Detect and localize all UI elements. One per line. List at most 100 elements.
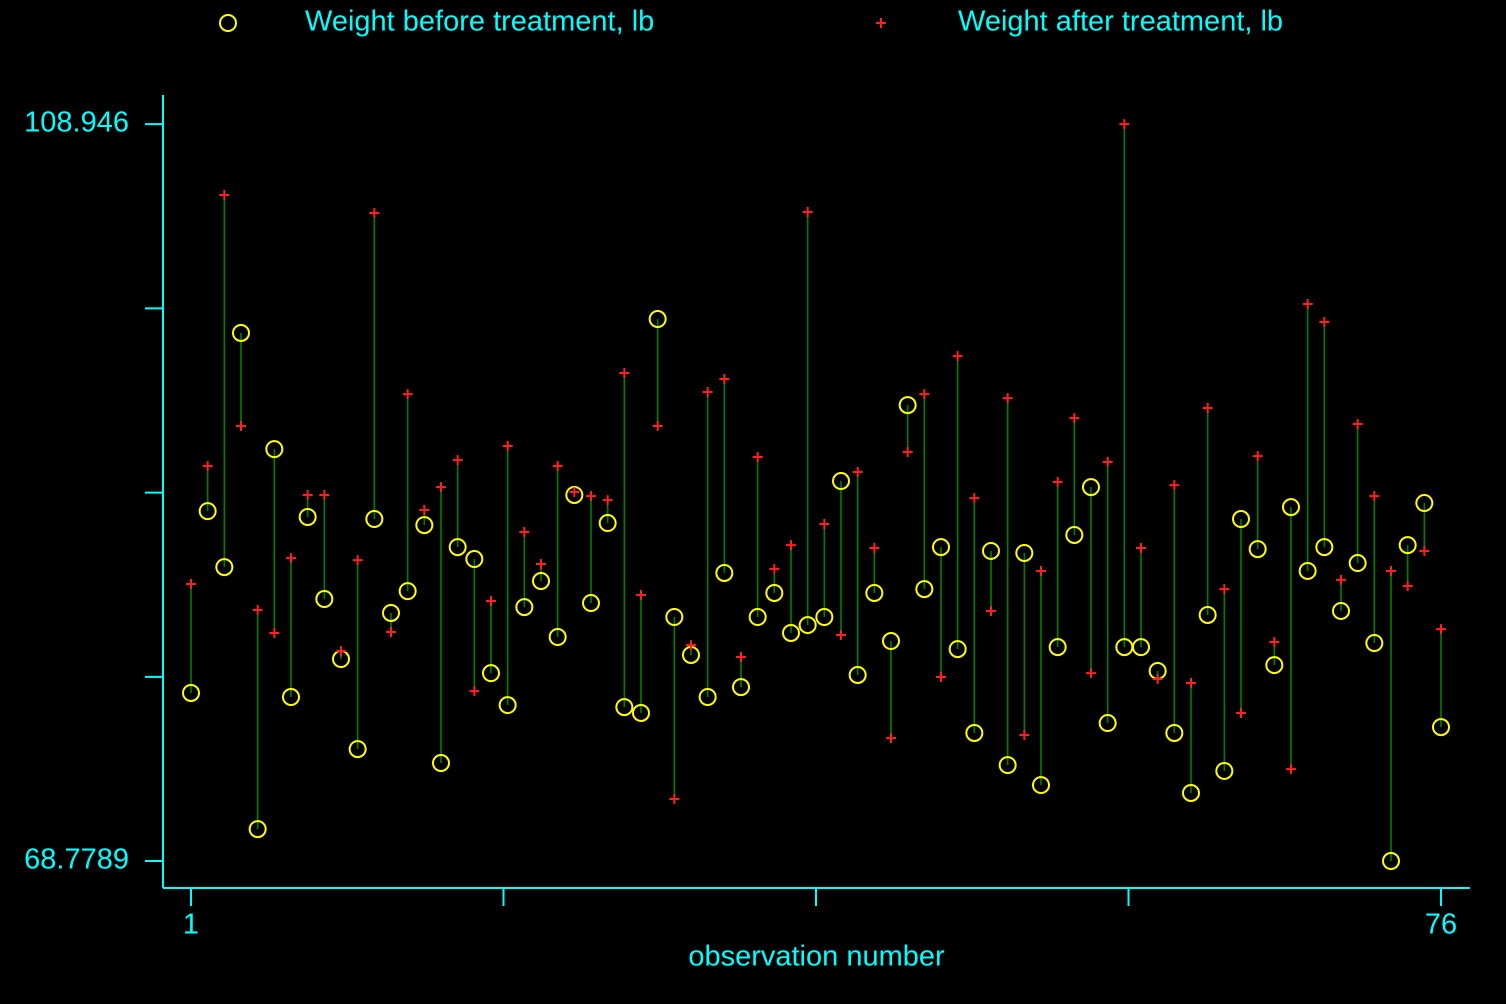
point	[1315, 538, 1334, 557]
point	[282, 687, 300, 706]
legend-label: Weight after treatment, lb	[958, 6, 1283, 38]
point	[248, 820, 267, 839]
point	[848, 665, 867, 684]
point	[832, 472, 850, 491]
point	[1052, 476, 1063, 487]
point	[1082, 478, 1100, 497]
point	[815, 608, 834, 627]
x-tick-label: 76	[1425, 909, 1457, 941]
point	[1165, 723, 1184, 742]
point	[615, 698, 634, 717]
point	[1348, 554, 1367, 573]
point	[698, 687, 717, 706]
point	[319, 489, 330, 500]
point	[1215, 761, 1234, 780]
point	[569, 487, 580, 498]
point	[1236, 707, 1246, 718]
point	[1269, 636, 1280, 647]
point	[1198, 605, 1217, 624]
point	[1019, 729, 1030, 740]
point	[665, 608, 684, 627]
point	[1069, 413, 1080, 424]
legend-label: Weight before treatment, lb	[305, 6, 654, 38]
point	[948, 640, 967, 659]
point	[582, 594, 600, 613]
point	[1365, 634, 1384, 653]
point	[302, 489, 313, 500]
point	[619, 367, 630, 378]
point	[865, 583, 884, 602]
point	[982, 541, 1000, 560]
point	[202, 460, 213, 471]
point	[1265, 656, 1284, 675]
point	[219, 189, 230, 200]
point	[1369, 491, 1380, 502]
point	[1352, 418, 1363, 429]
point	[1398, 536, 1417, 555]
point	[969, 493, 980, 504]
point	[1282, 498, 1300, 517]
y-tick-label: 108.946	[24, 107, 129, 139]
point	[1065, 525, 1084, 544]
point	[548, 627, 567, 646]
point	[532, 572, 550, 591]
point	[1102, 456, 1113, 467]
point	[852, 467, 863, 478]
point	[732, 678, 750, 697]
point	[448, 538, 467, 557]
point	[902, 447, 913, 458]
point	[552, 460, 563, 471]
point	[236, 420, 246, 431]
point	[1136, 543, 1146, 554]
point	[598, 514, 617, 533]
point	[198, 502, 217, 521]
point	[702, 387, 713, 398]
point	[932, 538, 950, 557]
point	[648, 310, 667, 329]
point	[965, 723, 984, 742]
point	[498, 696, 517, 715]
point	[365, 510, 384, 529]
point	[719, 374, 730, 385]
point	[286, 553, 296, 564]
point	[715, 563, 734, 582]
point	[252, 605, 263, 616]
point	[1219, 584, 1230, 595]
point	[1098, 714, 1117, 733]
point	[315, 590, 334, 609]
point	[1182, 783, 1200, 802]
point	[1298, 561, 1317, 580]
point	[336, 646, 346, 657]
x-axis-label: observation number	[688, 941, 945, 973]
point	[586, 491, 596, 502]
point	[998, 756, 1017, 775]
point	[348, 740, 367, 759]
y-tick-label: 68.7789	[24, 844, 129, 876]
point	[1086, 668, 1096, 679]
point	[798, 616, 817, 635]
point	[1432, 718, 1450, 737]
point	[1132, 638, 1150, 657]
point	[415, 516, 434, 535]
point	[686, 640, 696, 651]
point	[382, 603, 400, 622]
point	[398, 582, 417, 601]
point	[1402, 580, 1413, 591]
point	[1202, 403, 1213, 414]
point	[786, 540, 796, 551]
point	[452, 455, 463, 466]
point	[748, 608, 767, 627]
point	[265, 440, 284, 459]
point	[369, 207, 380, 218]
point	[352, 555, 363, 566]
legend-marker	[219, 14, 237, 32]
point	[515, 598, 534, 617]
point	[1436, 624, 1446, 635]
point	[602, 495, 613, 506]
legend-marker	[876, 18, 886, 28]
point	[436, 482, 446, 493]
point	[936, 671, 946, 682]
point	[915, 580, 934, 599]
